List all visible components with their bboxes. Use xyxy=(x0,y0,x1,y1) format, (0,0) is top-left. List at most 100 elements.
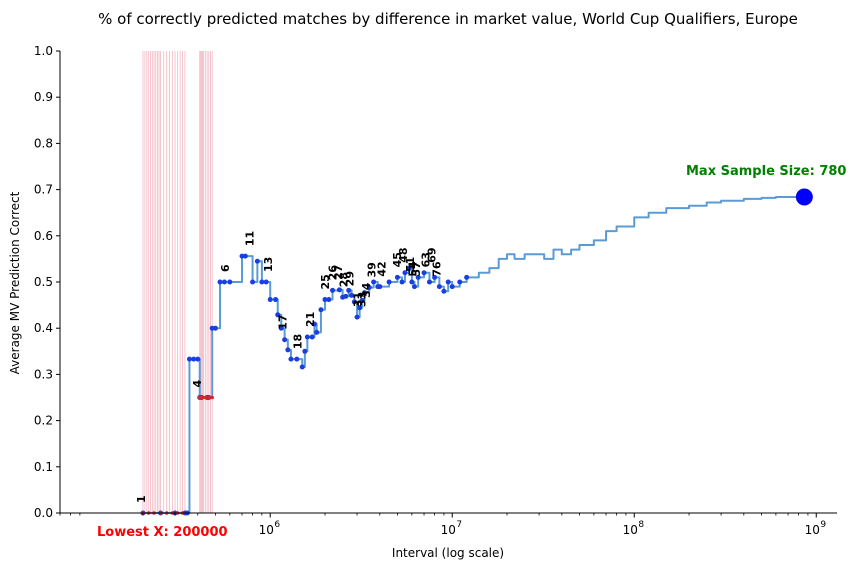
point-label-19: 48 xyxy=(397,247,410,262)
data-point-62 xyxy=(415,274,421,280)
data-point-38 xyxy=(322,297,328,303)
data-point-43 xyxy=(343,293,349,299)
data-point-45 xyxy=(349,292,355,298)
point-label-6: 18 xyxy=(292,334,305,349)
data-point-70 xyxy=(457,279,463,285)
data-point-40 xyxy=(330,287,336,293)
data-point-35 xyxy=(311,321,317,327)
axes: 0.00.10.20.30.40.50.60.70.80.91.010 6 10 7 1… xyxy=(34,44,837,537)
point-label-16: 39 xyxy=(366,262,379,277)
data-point-51 xyxy=(366,285,372,291)
data-point-49 xyxy=(359,297,365,303)
data-point-60 xyxy=(409,279,415,285)
data-point-7 xyxy=(195,356,201,362)
x-tick-label-2: 10 xyxy=(623,523,638,537)
data-point-64 xyxy=(426,279,432,285)
point-label-23: 63 xyxy=(419,252,432,267)
data-point-5 xyxy=(186,356,192,362)
max-sample-marker xyxy=(795,188,813,206)
x-axis-title: Interval (log scale) xyxy=(392,546,504,560)
data-point-18 xyxy=(242,253,248,259)
data-point-55 xyxy=(386,279,392,285)
y-tick-label-10: 1.0 xyxy=(34,44,53,58)
data-point-46 xyxy=(351,299,357,305)
point-label-15: 34 xyxy=(360,282,373,298)
data-point-41 xyxy=(336,287,342,293)
chart-title: % of correctly predicted matches by diff… xyxy=(98,10,798,28)
x-tick-exp-1: 7 xyxy=(456,520,462,530)
point-label-20: 51 xyxy=(404,257,417,272)
series-line-layer xyxy=(142,195,805,514)
data-point-13 xyxy=(212,325,218,331)
data-point-27 xyxy=(282,337,288,343)
point-label-10: 27 xyxy=(332,265,345,280)
point-label-21: 54 xyxy=(406,261,419,277)
marker-layer xyxy=(140,188,813,516)
band-lines xyxy=(142,51,213,513)
y-tick-label-4: 0.4 xyxy=(34,321,53,335)
data-point-52 xyxy=(371,279,377,285)
point-label-14: 33 xyxy=(355,292,368,307)
data-point-25 xyxy=(275,312,281,318)
x-tick-label-0: 10 xyxy=(259,523,274,537)
data-point-20 xyxy=(254,258,260,264)
point-label-13: 31 xyxy=(352,292,365,307)
data-point-24 xyxy=(273,297,279,303)
data-point-67 xyxy=(441,288,447,294)
data-point-71 xyxy=(464,274,470,280)
data-point-36 xyxy=(314,329,320,335)
point-label-8: 25 xyxy=(319,274,332,289)
data-point-16 xyxy=(227,279,233,285)
point-label-18: 45 xyxy=(391,252,404,267)
x-tick-exp-3: 9 xyxy=(820,520,826,530)
point-label-7: 21 xyxy=(304,312,317,327)
data-point-59 xyxy=(406,265,412,271)
data-point-21 xyxy=(259,279,265,285)
x-tick-exp-0: 6 xyxy=(274,520,280,530)
y-tick-label-6: 0.6 xyxy=(34,229,53,243)
data-point-26 xyxy=(278,325,284,331)
low-point-12 xyxy=(210,395,214,400)
x-tick-label-1: 10 xyxy=(441,523,456,537)
y-tick-label-3: 0.3 xyxy=(34,367,53,381)
data-point-37 xyxy=(318,307,324,313)
data-point-58 xyxy=(402,270,408,276)
low-point-9 xyxy=(199,395,204,400)
data-point-47 xyxy=(354,314,360,320)
point-label-5: 17 xyxy=(277,314,290,329)
data-point-44 xyxy=(346,287,352,293)
max-sample-label: Max Sample Size: 780 xyxy=(686,164,846,179)
point-label-1: 4 xyxy=(191,380,204,388)
point-label-2: 6 xyxy=(219,264,232,272)
data-point-57 xyxy=(399,279,405,285)
point-label-9: 26 xyxy=(326,265,339,281)
y-tick-label-9: 0.9 xyxy=(34,90,53,104)
data-point-56 xyxy=(394,274,400,280)
data-point-31 xyxy=(299,364,305,370)
data-point-29 xyxy=(288,356,294,362)
data-point-30 xyxy=(294,356,300,362)
y-tick-label-5: 0.5 xyxy=(34,275,53,289)
y-tick-label-1: 0.1 xyxy=(34,460,53,474)
data-point-22 xyxy=(263,279,269,285)
data-point-48 xyxy=(357,305,363,311)
data-point-34 xyxy=(309,334,315,340)
data-point-50 xyxy=(362,290,368,296)
data-point-19 xyxy=(250,279,256,285)
point-label-0: 1 xyxy=(135,495,148,503)
data-point-14 xyxy=(217,279,223,285)
point-label-12: 29 xyxy=(344,271,357,286)
y-tick-label-8: 0.8 xyxy=(34,136,53,150)
lowest-x-label: Lowest X: 200000 xyxy=(97,525,228,540)
low-point-11 xyxy=(207,395,211,400)
point-label-4: 13 xyxy=(262,257,275,272)
data-point-65 xyxy=(432,274,438,280)
data-point-54 xyxy=(377,284,383,290)
point-label-24: 69 xyxy=(426,247,439,262)
data-point-61 xyxy=(411,284,417,290)
data-point-66 xyxy=(436,284,442,290)
y-axis-title: Average MV Prediction Correct xyxy=(8,191,22,374)
data-point-23 xyxy=(267,297,273,303)
